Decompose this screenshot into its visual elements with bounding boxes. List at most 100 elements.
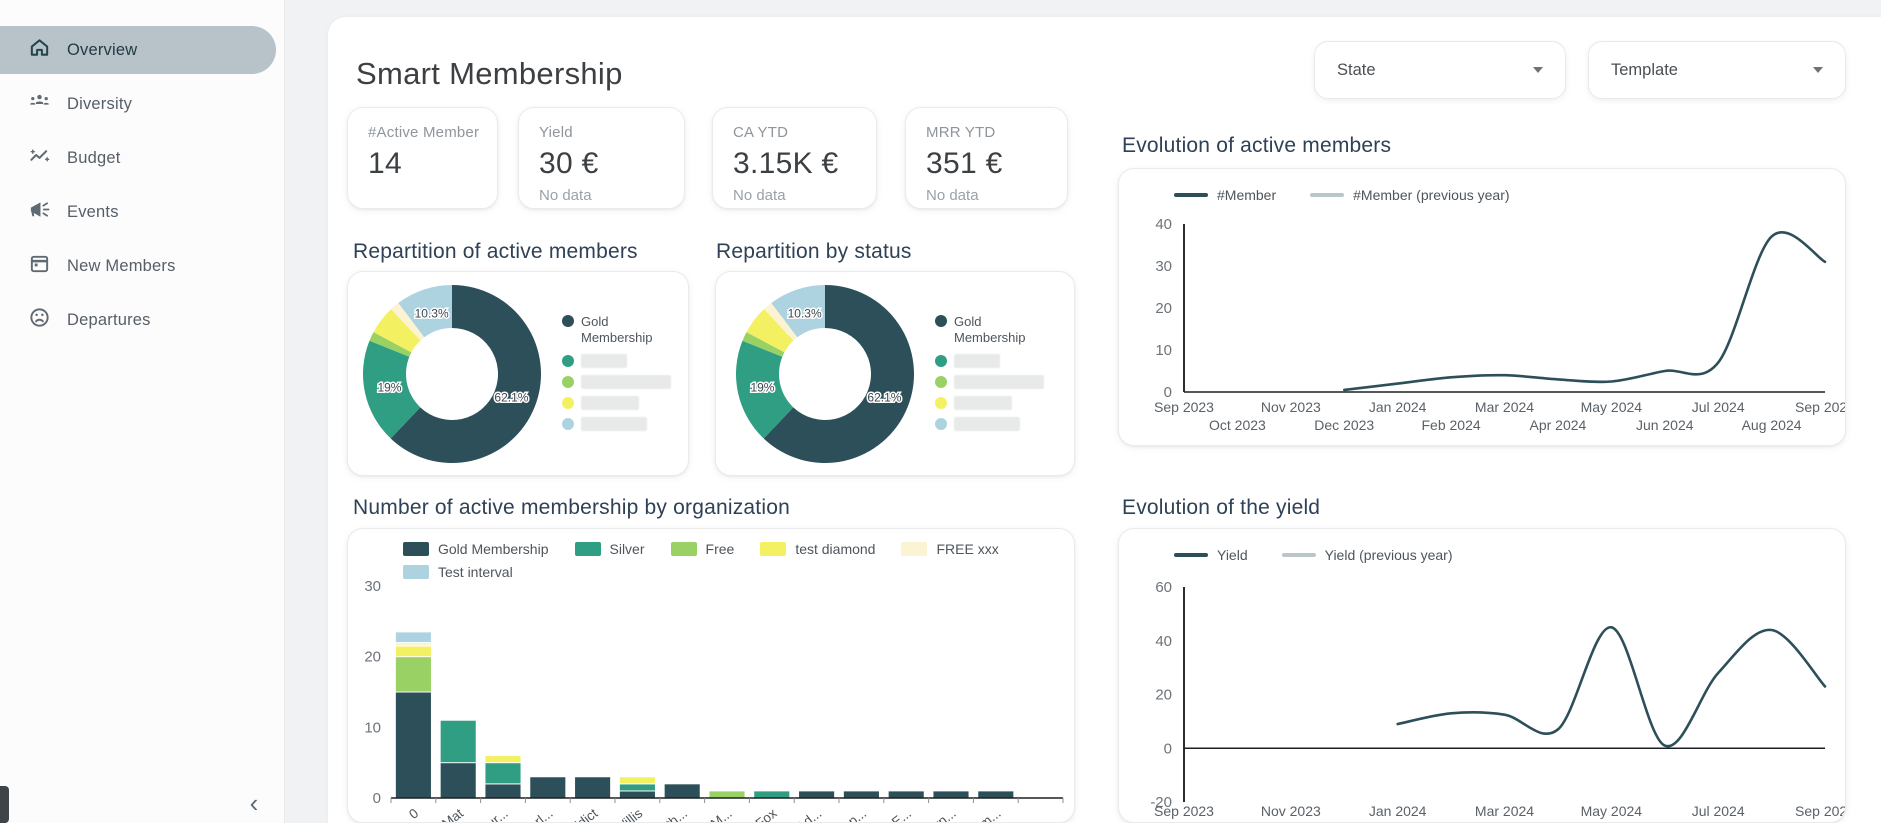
bar-segment-gold-membership[interactable] — [978, 791, 1014, 798]
kpi-value: 351 € — [926, 147, 1047, 181]
legend-dot — [935, 418, 947, 430]
category-label: l Willis — [606, 805, 646, 823]
donut-percent-label: 19% — [377, 381, 401, 395]
legend-item-redacted[interactable] — [935, 396, 1044, 410]
category-label: lly Fox — [740, 805, 780, 823]
axis-label: Nov 2023 — [1261, 399, 1321, 415]
bar-segment-free[interactable] — [395, 657, 431, 692]
bar-segment-free-xxx[interactable] — [395, 643, 431, 647]
calendar-icon — [28, 252, 51, 280]
bar-segment-silver[interactable] — [440, 720, 476, 762]
kpi-label: #Active Member — [368, 124, 477, 141]
template-filter-dropdown[interactable]: Template — [1588, 41, 1846, 99]
line-chart: -200204060Sep 2023Oct 2023Nov 2023Dec 20… — [1119, 529, 1846, 823]
sidebar-item-budget[interactable]: Budget — [0, 134, 276, 182]
legend-item-redacted[interactable] — [562, 396, 671, 410]
legend-dot — [562, 355, 574, 367]
bar-segment-gold-membership[interactable] — [843, 791, 879, 798]
bar-segment-test-diamond[interactable] — [619, 777, 655, 784]
kpi-label: MRR YTD — [926, 124, 1047, 141]
kpi-value: 3.15K € — [733, 147, 856, 181]
redacted-legend-label — [581, 375, 671, 389]
sidebar-item-new-members[interactable]: New Members — [0, 242, 276, 290]
sidebar-item-diversity[interactable]: Diversity — [0, 80, 276, 128]
kpi-note: No data — [733, 187, 856, 204]
category-label: 0 — [406, 806, 421, 822]
bar-segment-silver[interactable] — [619, 784, 655, 791]
axis-label: Mar 2024 — [1475, 803, 1534, 819]
bar-segment-gold-membership[interactable] — [575, 777, 611, 798]
sidebar-item-overview[interactable]: Overview — [0, 26, 276, 74]
bar-segment-gold-membership[interactable] — [933, 791, 969, 798]
donut-chart: 62.1%19%10.3% — [347, 272, 557, 476]
axis-label: Jun 2024 — [1636, 417, 1694, 433]
bar-segment-silver[interactable] — [754, 791, 790, 798]
sidebar-item-label: Diversity — [67, 95, 132, 114]
bar-segment-free[interactable] — [709, 791, 745, 798]
legend-item-redacted[interactable] — [935, 417, 1044, 431]
sidebar-item-departures[interactable]: Departures — [0, 296, 276, 344]
page-title: Smart Membership — [356, 56, 623, 92]
chevron-down-icon — [1533, 67, 1543, 73]
chevron-down-icon — [1813, 67, 1823, 73]
line-chart: 010203040Sep 2023Oct 2023Nov 2023Dec 202… — [1119, 169, 1846, 446]
axis-label: Oct 2023 — [1209, 417, 1266, 433]
bar-segment-gold-membership[interactable] — [888, 791, 924, 798]
legend-dot — [935, 376, 947, 388]
redacted-legend-label — [581, 417, 647, 431]
donut-percent-label: 10.3% — [788, 306, 822, 320]
section-title-evolution-members: Evolution of active members — [1122, 134, 1391, 158]
category-label: Gm... — [968, 806, 1003, 823]
kpi-value: 14 — [368, 147, 477, 181]
bottom-left-panel-edge — [0, 786, 9, 823]
kpi-label: Yield — [539, 124, 664, 141]
axis-label: 30 — [364, 578, 381, 595]
axis-label: 60 — [1155, 579, 1172, 596]
category-label: De M... — [691, 806, 735, 823]
legend-item-redacted[interactable] — [935, 354, 1044, 368]
legend-item-gold-membership[interactable]: Gold Membership — [935, 314, 1044, 347]
category-label: u Mat — [430, 805, 466, 823]
legend-item-redacted[interactable] — [562, 375, 671, 389]
state-filter-label: State — [1337, 61, 1376, 80]
sidebar-collapse-button[interactable]: ‹ — [236, 788, 272, 818]
axis-label: Nov 2023 — [1261, 803, 1321, 819]
axis-label: 20 — [1155, 300, 1172, 317]
axis-label: Sep 2024 — [1795, 399, 1846, 415]
category-label: ll Ad... — [786, 806, 824, 823]
sidebar-item-label: Budget — [67, 149, 121, 168]
bar-chart-card-membership-by-org: Gold MembershipSilverFreetest diamondFRE… — [347, 528, 1075, 823]
donut-chart: 62.1%19%10.3% — [720, 272, 930, 476]
sidebar: Overview Diversity Budget — [0, 0, 285, 823]
category-label: Addict — [562, 805, 601, 823]
bar-segment-gold-membership[interactable] — [485, 784, 521, 798]
bar-segment-gold-membership[interactable] — [530, 777, 566, 798]
redacted-legend-label — [581, 354, 627, 368]
redacted-legend-label — [954, 375, 1044, 389]
category-label: amp... — [830, 806, 869, 823]
redacted-legend-label — [954, 396, 1012, 410]
bar-segment-test-diamond[interactable] — [395, 646, 431, 657]
sidebar-item-label: Overview — [67, 41, 137, 60]
home-icon — [28, 36, 51, 64]
axis-label: 10 — [364, 719, 381, 736]
bar-segment-gold-membership[interactable] — [619, 791, 655, 798]
bar-segment-silver[interactable] — [485, 763, 521, 784]
bar-segment-test-diamond[interactable] — [485, 756, 521, 763]
legend-item-redacted[interactable] — [562, 354, 671, 368]
bar-segment-gold-membership[interactable] — [440, 763, 476, 798]
legend-item-redacted[interactable] — [562, 417, 671, 431]
bar-segment-gold-membership[interactable] — [799, 791, 835, 798]
bar-segment-test-interval[interactable] — [395, 632, 431, 643]
axis-label: 10 — [1155, 342, 1172, 359]
legend-item-gold-membership[interactable]: Gold Membership — [562, 314, 671, 347]
bar-segment-gold-membership[interactable] — [664, 784, 700, 798]
state-filter-dropdown[interactable]: State — [1314, 41, 1566, 99]
sidebar-item-events[interactable]: Events — [0, 188, 276, 236]
megaphone-icon — [28, 198, 51, 226]
bar-chart: 01020300u Matl Fur...nterl...Addictl Wil… — [348, 529, 1075, 823]
sidebar-item-label: New Members — [67, 257, 176, 276]
axis-label: Feb 2024 — [1421, 417, 1480, 433]
legend-item-redacted[interactable] — [935, 375, 1044, 389]
bar-segment-gold-membership[interactable] — [395, 692, 431, 798]
